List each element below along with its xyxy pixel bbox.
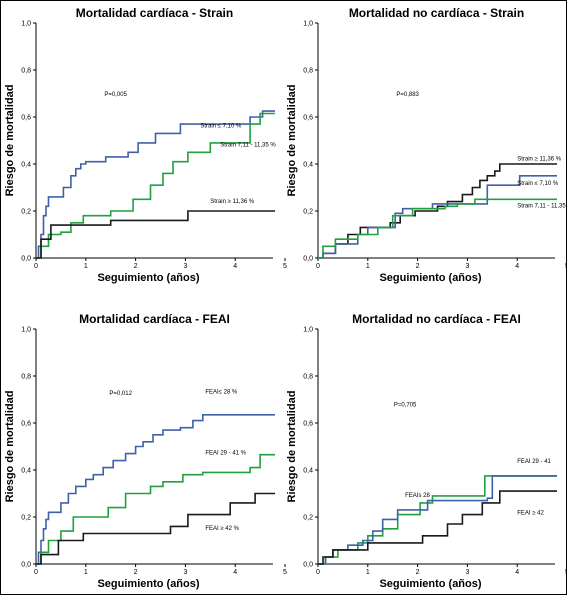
- x-tick-label: 0: [316, 569, 320, 576]
- x-axis-label: Seguimiento (años): [379, 272, 481, 284]
- y-tick-label: 0,6: [303, 115, 313, 122]
- y-tick-label: 1,0: [303, 21, 313, 28]
- y-tick-label: 1,0: [21, 327, 31, 334]
- y-tick-label: 0,4: [303, 162, 313, 169]
- y-axis-label: Riesgo de mortalidad: [286, 85, 298, 197]
- x-tick-label: 3: [465, 263, 469, 270]
- x-tick-label: 3: [183, 263, 187, 270]
- series-label: Strain ≤ 7,10 %: [517, 181, 559, 187]
- series-label: FEAI ≥ 42: [517, 511, 544, 517]
- x-tick-label: 2: [416, 263, 420, 270]
- x-tick-label: 2: [416, 569, 420, 576]
- x-tick-label: 3: [183, 569, 187, 576]
- p-value-label: P=0,012: [109, 391, 132, 397]
- chart-title: Mortalidad no cardíaca - Strain: [349, 6, 524, 20]
- y-tick-label: 0,2: [303, 515, 313, 522]
- series-line-1: [318, 475, 557, 565]
- x-tick-label: 5: [565, 569, 567, 576]
- series-line-3: [36, 210, 275, 259]
- series-label: FEAI≤ 28 %: [205, 390, 238, 396]
- y-tick-label: 0,0: [21, 256, 31, 263]
- x-tick-label: 1: [366, 263, 370, 270]
- y-tick-label: 0,2: [21, 209, 31, 216]
- x-tick-label: 3: [465, 569, 469, 576]
- series-line-2: [318, 175, 557, 259]
- y-tick-label: 0,0: [303, 256, 313, 263]
- x-tick-label: 5: [283, 569, 287, 576]
- x-tick-label: 5: [283, 263, 287, 270]
- series-label: Strain ≥ 11,36 %: [210, 199, 255, 205]
- series-label: Strain 7,11 - 11,35 %: [517, 203, 567, 209]
- x-axis-label: Seguimiento (años): [379, 578, 481, 590]
- y-tick-label: 0,6: [21, 421, 31, 428]
- series-line-3: [36, 492, 275, 565]
- x-tick-label: 0: [316, 263, 320, 270]
- series-label: Strain ≥ 11,36 %: [517, 156, 562, 162]
- chart-panel-4: Mortalidad no cardíaca - FEAI 0,0 0,2 0,4 0,…: [286, 312, 567, 590]
- x-tick-label: 5: [565, 263, 567, 270]
- y-tick-label: 0,6: [21, 115, 31, 122]
- chart-panel-2: Mortalidad no cardíaca - Strain 0,0 0,2 0,4…: [286, 6, 567, 284]
- x-axis-label: Seguimiento (años): [97, 578, 199, 590]
- series-label: FEAIs 28: [405, 493, 430, 499]
- y-axis-label: Riesgo de mortalidad: [286, 391, 298, 503]
- y-tick-label: 0,4: [303, 468, 313, 475]
- series-label: Strain 7,11 - 11,35 %: [220, 142, 276, 148]
- y-tick-label: 1,0: [21, 21, 31, 28]
- series-label: Strain ≤ 7,10 %: [200, 124, 242, 130]
- series-label: FEAI 29 - 41 %: [205, 451, 246, 457]
- chart-panel-3: Mortalidad cardíaca - FEAI 0,0 0,2 0,4 0,6 0,…: [4, 312, 287, 590]
- y-tick-label: 0,8: [21, 374, 31, 381]
- series-line-1: [36, 110, 275, 259]
- x-tick-label: 4: [515, 569, 519, 576]
- y-tick-label: 0,4: [21, 468, 31, 475]
- p-value-label: P=0,005: [104, 92, 127, 98]
- y-tick-label: 0,0: [21, 562, 31, 569]
- series-line-2: [36, 112, 275, 259]
- y-tick-label: 0,8: [303, 374, 313, 381]
- x-tick-label: 1: [84, 263, 88, 270]
- series-line-1: [36, 414, 275, 565]
- p-value-label: P=0,705: [394, 403, 417, 409]
- series-line-3: [318, 490, 557, 565]
- series-line-2: [318, 475, 557, 565]
- x-tick-label: 0: [34, 263, 38, 270]
- y-axis-label: Riesgo de mortalidad: [4, 85, 16, 197]
- p-value-label: P=0,883: [396, 92, 419, 98]
- y-axis-label: Riesgo de mortalidad: [4, 391, 16, 503]
- x-tick-label: 4: [233, 569, 237, 576]
- series-label: FEAI 29 - 41: [517, 459, 551, 465]
- y-tick-label: 0,0: [303, 562, 313, 569]
- series-line-2: [36, 453, 275, 565]
- x-tick-label: 4: [515, 263, 519, 270]
- x-tick-label: 0: [34, 569, 38, 576]
- chart-title: Mortalidad cardíaca - FEAI: [79, 312, 230, 326]
- y-tick-label: 0,2: [303, 209, 313, 216]
- chart-panel-1: Mortalidad cardíaca - Strain 0,0 0,2 0,4 0,6…: [4, 6, 287, 284]
- x-tick-label: 1: [366, 569, 370, 576]
- chart-title: Mortalidad cardíaca - Strain: [76, 6, 233, 20]
- y-tick-label: 0,2: [21, 515, 31, 522]
- y-tick-label: 1,0: [303, 327, 313, 334]
- y-tick-label: 0,4: [21, 162, 31, 169]
- x-tick-label: 2: [134, 569, 138, 576]
- x-tick-label: 1: [84, 569, 88, 576]
- chart-title: Mortalidad no cardíaca - FEAI: [352, 312, 521, 326]
- y-tick-label: 0,6: [303, 421, 313, 428]
- x-tick-label: 2: [134, 263, 138, 270]
- y-tick-label: 0,8: [303, 68, 313, 75]
- series-label: FEAI ≥ 42 %: [205, 526, 239, 532]
- y-tick-label: 0,8: [21, 68, 31, 75]
- x-tick-label: 4: [233, 263, 237, 270]
- series-line-3: [318, 198, 557, 259]
- x-axis-label: Seguimiento (años): [97, 272, 199, 284]
